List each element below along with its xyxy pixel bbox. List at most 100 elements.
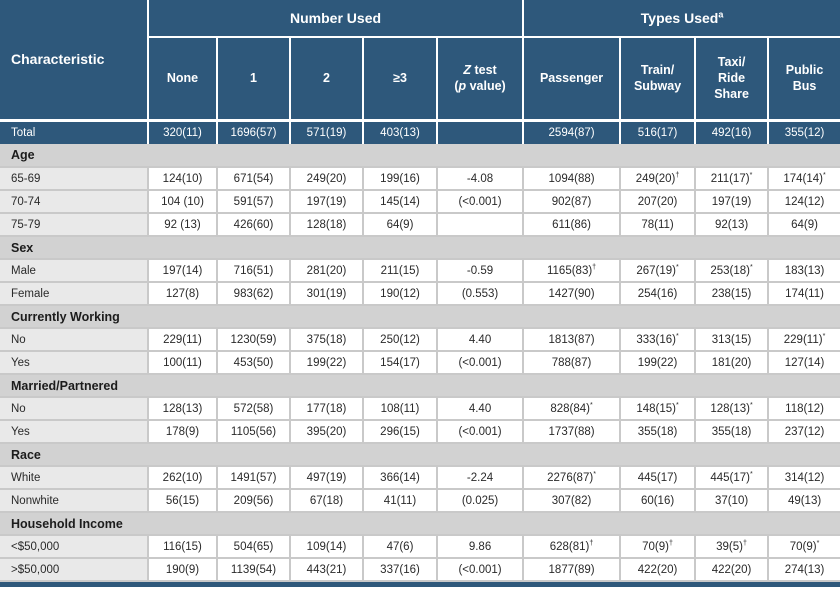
row-label: Female bbox=[0, 282, 148, 306]
cell-three-plus: 154(17) bbox=[362, 351, 437, 375]
cell-passenger: 307(82) bbox=[522, 489, 621, 513]
cell-train-subway: 148(15)* bbox=[619, 397, 696, 421]
cell-train-subway: 199(22) bbox=[619, 351, 696, 375]
cell-three-plus: 108(11) bbox=[362, 397, 437, 421]
table-row: No 128(13) 572(58) 177(18) 108(11) 4.40 828(84… bbox=[0, 397, 840, 421]
row-label: Yes bbox=[0, 420, 148, 444]
cell-none: 190(9) bbox=[147, 558, 217, 582]
table-header: Characteristic Number Used Types Useda N… bbox=[0, 0, 840, 122]
row-label: No bbox=[0, 328, 148, 352]
cell-none: 229(11) bbox=[147, 328, 217, 352]
cell-public-bus: 70(9)* bbox=[767, 535, 840, 559]
cell-two: 128(18) bbox=[289, 213, 363, 237]
row-label: 65-69 bbox=[0, 167, 148, 191]
cell-taxi-ride-share: 37(10) bbox=[694, 489, 769, 513]
cell-two: 497(19) bbox=[289, 466, 363, 490]
table-row: >$50,000 190(9) 1139(54) 443(21) 337(16) (<0.… bbox=[0, 558, 840, 582]
cell-taxi-ride-share: 92(13) bbox=[694, 213, 769, 237]
cell-one: 671(54) bbox=[216, 167, 290, 191]
cell-z-test: (0.553) bbox=[435, 282, 524, 306]
cell-one: 1230(59) bbox=[216, 328, 290, 352]
table-row: <$50,000 116(15) 504(65) 109(14) 47(6) 9.86 62… bbox=[0, 535, 840, 559]
cell-one: 209(56) bbox=[216, 489, 290, 513]
cell-two: 67(18) bbox=[289, 489, 363, 513]
total-cell-train-subway: 516(17) bbox=[619, 120, 696, 144]
row-label: Male bbox=[0, 259, 148, 283]
cell-passenger: 1427(90) bbox=[522, 282, 621, 306]
section-row-currently-working: Currently Working bbox=[0, 305, 840, 329]
cell-taxi-ride-share: 445(17)* bbox=[694, 466, 769, 490]
cell-none: 262(10) bbox=[147, 466, 217, 490]
cell-public-bus: 118(12) bbox=[767, 397, 840, 421]
cell-none: 100(11) bbox=[147, 351, 217, 375]
cell-public-bus: 237(12) bbox=[767, 420, 840, 444]
cell-three-plus: 41(11) bbox=[362, 489, 437, 513]
total-cell-z-test bbox=[435, 120, 524, 144]
column-header-train-subway: Train/Subway bbox=[619, 37, 696, 122]
cell-one: 1491(57) bbox=[216, 466, 290, 490]
cell-passenger: 1813(87) bbox=[522, 328, 621, 352]
cell-z-test: (<0.001) bbox=[435, 558, 524, 582]
row-label: <$50,000 bbox=[0, 535, 148, 559]
number-used-group-header: Number Used bbox=[146, 0, 524, 38]
cell-taxi-ride-share: 128(13)* bbox=[694, 397, 769, 421]
cell-z-test bbox=[435, 213, 524, 237]
cell-train-subway: 333(16)* bbox=[619, 328, 696, 352]
cell-train-subway: 267(19)* bbox=[619, 259, 696, 283]
cell-three-plus: 47(6) bbox=[362, 535, 437, 559]
types-used-group-sup: a bbox=[718, 9, 724, 20]
cell-three-plus: 250(12) bbox=[362, 328, 437, 352]
cell-passenger: 788(87) bbox=[522, 351, 621, 375]
cell-train-subway: 60(16) bbox=[619, 489, 696, 513]
section-row-household-income: Household Income bbox=[0, 512, 840, 536]
row-label: >$50,000 bbox=[0, 558, 148, 582]
cell-public-bus: 183(13) bbox=[767, 259, 840, 283]
column-header-three-plus: ≥3 bbox=[362, 37, 437, 122]
row-label: White bbox=[0, 466, 148, 490]
cell-public-bus: 274(13) bbox=[767, 558, 840, 582]
cell-one: 983(62) bbox=[216, 282, 290, 306]
cell-public-bus: 64(9) bbox=[767, 213, 840, 237]
row-label: Yes bbox=[0, 351, 148, 375]
table-row: Nonwhite 56(15) 209(56) 67(18) 41(11) (0.025)… bbox=[0, 489, 840, 513]
cell-public-bus: 229(11)* bbox=[767, 328, 840, 352]
cell-public-bus: 49(13) bbox=[767, 489, 840, 513]
section-row-age: Age bbox=[0, 144, 840, 168]
table-row: Yes 178(9) 1105(56) 395(20) 296(15) (<0.001) 1… bbox=[0, 420, 840, 444]
row-label: No bbox=[0, 397, 148, 421]
column-header-passenger: Passenger bbox=[522, 37, 621, 122]
cell-two: 177(18) bbox=[289, 397, 363, 421]
cell-one: 453(50) bbox=[216, 351, 290, 375]
cell-z-test: -2.24 bbox=[435, 466, 524, 490]
characteristic-column-header: Characteristic bbox=[0, 0, 148, 122]
cell-two: 443(21) bbox=[289, 558, 363, 582]
cell-one: 591(57) bbox=[216, 190, 290, 214]
cell-three-plus: 145(14) bbox=[362, 190, 437, 214]
cell-taxi-ride-share: 181(20) bbox=[694, 351, 769, 375]
cell-none: 116(15) bbox=[147, 535, 217, 559]
cell-none: 178(9) bbox=[147, 420, 217, 444]
cell-z-test: 4.40 bbox=[435, 328, 524, 352]
table-row: Female 127(8) 983(62) 301(19) 190(12) (0.553)… bbox=[0, 282, 840, 306]
types-used-group-header: Types Useda bbox=[522, 0, 840, 38]
cell-train-subway: 207(20) bbox=[619, 190, 696, 214]
cell-train-subway: 254(16) bbox=[619, 282, 696, 306]
cell-passenger: 2276(87)* bbox=[522, 466, 621, 490]
section-label: Married/Partnered bbox=[0, 374, 840, 398]
cell-taxi-ride-share: 238(15) bbox=[694, 282, 769, 306]
total-cell-one: 1696(57) bbox=[216, 120, 290, 144]
cell-one: 1105(56) bbox=[216, 420, 290, 444]
cell-none: 56(15) bbox=[147, 489, 217, 513]
cell-z-test: -0.59 bbox=[435, 259, 524, 283]
column-header-one: 1 bbox=[216, 37, 290, 122]
cell-two: 249(20) bbox=[289, 167, 363, 191]
cell-taxi-ride-share: 253(18)* bbox=[694, 259, 769, 283]
cell-two: 301(19) bbox=[289, 282, 363, 306]
characteristics-table: Characteristic Number Used Types Useda N… bbox=[0, 0, 840, 582]
total-cell-taxi-ride-share: 492(16) bbox=[694, 120, 769, 144]
cell-passenger: 1877(89) bbox=[522, 558, 621, 582]
cell-z-test: (<0.001) bbox=[435, 190, 524, 214]
cell-one: 1139(54) bbox=[216, 558, 290, 582]
total-cell-three-plus: 403(13) bbox=[362, 120, 437, 144]
total-cell-none: 320(11) bbox=[147, 120, 217, 144]
